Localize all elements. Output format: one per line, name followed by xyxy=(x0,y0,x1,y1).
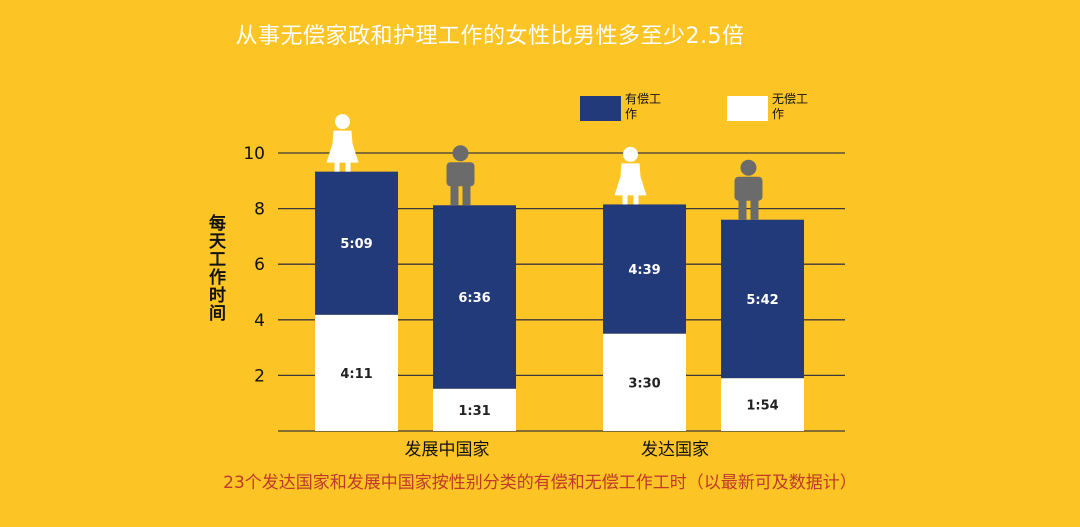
bar-paid xyxy=(433,205,516,389)
x-category-label: 发展中国家 xyxy=(405,440,490,460)
woman-icon-head xyxy=(623,146,638,162)
man-icon-head xyxy=(452,145,469,162)
data-label-unpaid: 1:31 xyxy=(458,404,490,419)
data-label-unpaid: 4:11 xyxy=(340,367,372,382)
data-label-paid: 4:39 xyxy=(628,263,660,278)
x-category-label: 发达国家 xyxy=(641,440,709,460)
y-tick-label: 10 xyxy=(243,144,265,164)
woman-icon-leg xyxy=(334,161,340,172)
man-icon-body xyxy=(446,162,475,187)
y-tick-label: 2 xyxy=(254,366,265,386)
bar-unpaid xyxy=(721,378,804,431)
man-icon-leg xyxy=(450,184,459,206)
bar-paid xyxy=(315,171,398,315)
data-label-unpaid: 1:54 xyxy=(746,399,778,414)
bar-unpaid xyxy=(433,388,516,431)
woman-icon-leg xyxy=(345,161,351,172)
bar-unpaid xyxy=(603,333,686,431)
legend-unpaid-label: 无偿工作 xyxy=(772,92,809,121)
y-tick-label: 8 xyxy=(254,200,265,220)
chart-title: 从事无偿家政和护理工作的女性比男性多至少2.5倍 xyxy=(235,24,745,49)
woman-icon xyxy=(326,114,359,172)
data-label-paid: 6:36 xyxy=(458,291,490,306)
woman-icon-body xyxy=(326,130,359,163)
data-label-paid: 5:09 xyxy=(340,237,372,252)
y-tick-label: 4 xyxy=(254,311,265,331)
man-icon-leg xyxy=(750,198,759,220)
bar-unpaid xyxy=(315,314,398,431)
man-icon xyxy=(734,159,763,220)
legend-paid-swatch xyxy=(580,96,621,121)
woman-icon-leg xyxy=(622,194,628,205)
man-icon-body xyxy=(734,176,763,201)
man-icon xyxy=(446,145,475,206)
woman-icon-leg xyxy=(633,194,639,205)
legend-paid-label: 有偿工作 xyxy=(625,92,662,121)
man-icon-leg xyxy=(462,184,471,206)
woman-icon xyxy=(614,146,647,205)
data-label-paid: 5:42 xyxy=(746,293,778,308)
woman-icon-head xyxy=(335,114,350,130)
legend-unpaid-swatch xyxy=(727,96,768,121)
y-axis-label: 每天工作时间 xyxy=(205,214,225,322)
man-icon-head xyxy=(740,159,757,176)
bar-paid xyxy=(721,219,804,379)
woman-icon-body xyxy=(614,163,647,196)
bar-paid xyxy=(603,204,686,334)
y-tick-label: 6 xyxy=(254,255,265,275)
data-label-unpaid: 3:30 xyxy=(628,376,660,391)
man-icon-leg xyxy=(738,198,747,220)
footnote: 23个发达国家和发展中国家按性别分类的有偿和无偿工作工时（以最新可及数据计） xyxy=(223,473,857,493)
